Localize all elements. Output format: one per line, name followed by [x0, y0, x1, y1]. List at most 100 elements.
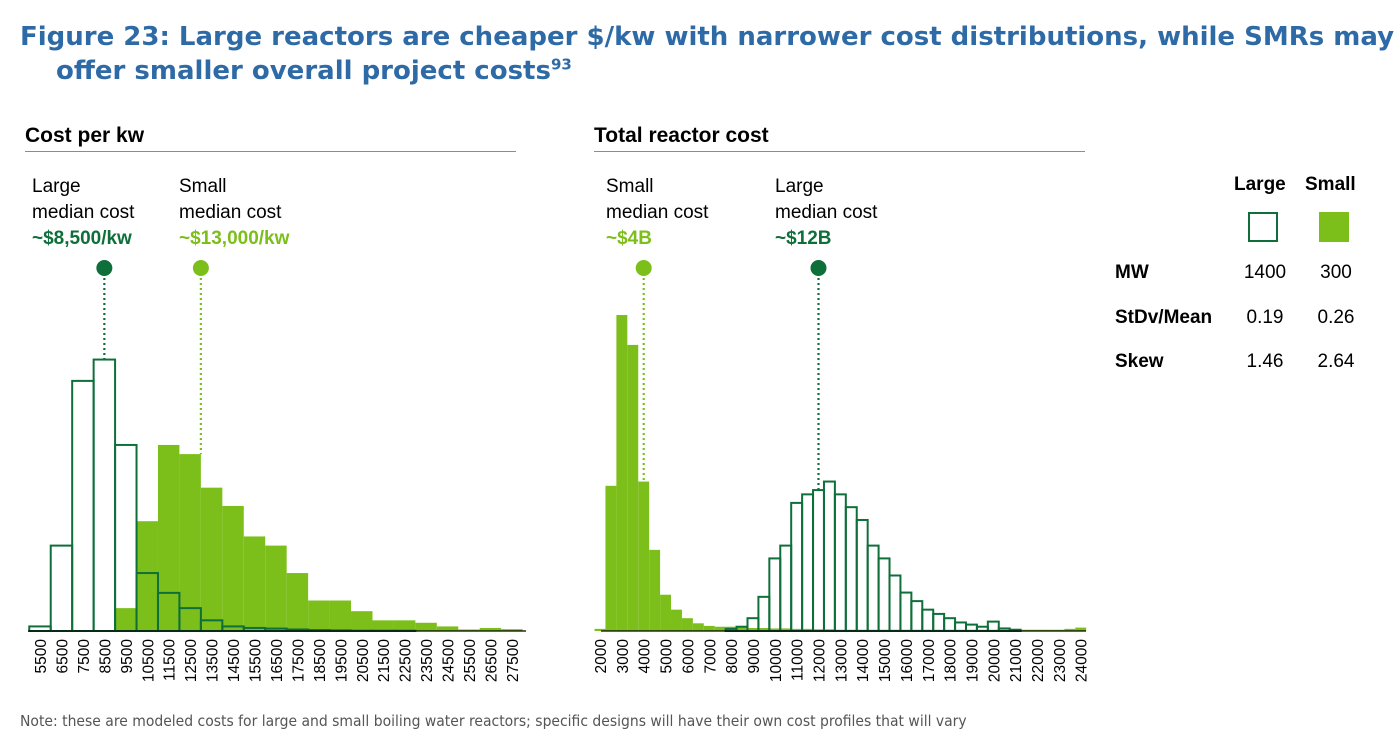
panel-rule-right — [594, 151, 1085, 152]
x-tick-label-3000: 3000 — [615, 639, 632, 674]
annotation-line2: median cost — [606, 202, 709, 223]
bar-small-24500 — [436, 626, 459, 631]
median-dot-small — [192, 260, 209, 276]
figure-title-text: Figure 23: Large reactors are cheaper $/… — [20, 22, 1395, 86]
legend-stdv-large: 0.19 — [1246, 307, 1284, 328]
bar-small-21500 — [1020, 629, 1032, 631]
figure-title-footnote-ref: 93 — [550, 55, 572, 74]
bar-large-19000 — [964, 623, 978, 632]
bar-small-25500 — [458, 629, 480, 631]
bar-small-18500 — [308, 600, 330, 631]
legend-row-label-skew: Skew — [1115, 351, 1164, 372]
bar-large-17500 — [932, 612, 946, 632]
bar-small-5500 — [671, 609, 682, 631]
x-tick-label-26500: 26500 — [483, 639, 500, 682]
annotation-line2: median cost — [32, 202, 135, 223]
bar-large-11000 — [790, 501, 804, 632]
legend-header-small: Small — [1305, 174, 1356, 195]
bar-small-13500 — [200, 487, 223, 631]
x-tick-label-11500: 11500 — [162, 639, 179, 681]
x-tick-label-10000: 10000 — [768, 639, 785, 682]
annotation-line1: Small — [179, 176, 227, 197]
bar-large-12000 — [812, 489, 825, 632]
x-tick-label-23000: 23000 — [1052, 639, 1069, 682]
median-dot-large — [810, 260, 827, 276]
bar-large-18000 — [943, 617, 957, 633]
annotation-line2: median cost — [179, 202, 282, 223]
bar-small-23500 — [1064, 628, 1076, 631]
annotation-value: ~$12B — [775, 228, 832, 249]
x-tick-label-13000: 13000 — [833, 639, 850, 682]
bar-large-15000 — [877, 557, 891, 632]
bar-small-23500 — [415, 622, 437, 631]
x-tick-label-8000: 8000 — [724, 639, 741, 674]
x-tick-label-21500: 21500 — [376, 639, 393, 682]
x-tick-label-9000: 9000 — [746, 639, 763, 674]
bar-large-20000 — [986, 620, 1000, 632]
legend-skew-large: 1.46 — [1246, 351, 1284, 372]
bar-large-14500 — [866, 544, 880, 632]
x-tick-label-6500: 6500 — [54, 639, 71, 674]
bar-small-19500 — [329, 600, 352, 631]
bar-small-7000 — [703, 625, 715, 631]
bar-small-10500 — [136, 521, 158, 631]
x-tick-label-25500: 25500 — [462, 639, 479, 682]
bar-small-21500 — [372, 620, 394, 631]
bar-large-18500 — [954, 621, 967, 633]
bar-small-4000 — [638, 481, 650, 631]
bar-small-7500 — [714, 626, 726, 631]
x-tick-label-11000: 11000 — [790, 639, 807, 681]
bar-small-8500 — [736, 627, 748, 631]
legend-header-large: Large — [1234, 174, 1286, 195]
bar-large-17000 — [921, 608, 935, 633]
bar-large-19500 — [975, 625, 989, 632]
bar-small-15500 — [243, 536, 266, 631]
x-tick-label-22000: 22000 — [1030, 639, 1047, 682]
x-tick-label-8500: 8500 — [97, 639, 114, 674]
figure-title: Figure 23: Large reactors are cheaper $/… — [20, 20, 1396, 88]
bar-small-10500 — [780, 628, 792, 631]
x-tick-label-20500: 20500 — [355, 639, 372, 682]
panel-title-cost-per-kw: Cost per kw — [25, 124, 145, 147]
panel-title-total-reactor-cost: Total reactor cost — [594, 124, 769, 147]
bar-large-13500 — [844, 506, 858, 633]
bar-large-11500 — [801, 493, 815, 632]
x-tick-label-12500: 12500 — [183, 639, 200, 682]
legend-stdv-small: 0.26 — [1317, 307, 1355, 328]
bar-small-3000 — [616, 315, 628, 631]
bar-small-11000 — [791, 628, 803, 631]
median-dot-small — [635, 260, 652, 276]
bar-large-10000 — [768, 557, 782, 632]
bar-large-9500 — [757, 595, 771, 633]
x-tick-label-9500: 9500 — [119, 639, 136, 674]
bar-small-17500 — [286, 573, 309, 631]
x-tick-label-14000: 14000 — [855, 639, 872, 682]
bar-large-15500 — [888, 574, 902, 632]
bar-small-11500 — [802, 628, 814, 631]
panel-rule-left — [25, 151, 516, 152]
annotation-small-median-kw: Small median cost ~$13,000/kw — [179, 174, 289, 252]
bar-small-4500 — [649, 549, 661, 631]
bar-small-6500 — [692, 623, 704, 631]
bar-large-16500 — [910, 600, 924, 632]
legend-mw-large: 1400 — [1243, 262, 1287, 283]
bar-large-13000 — [833, 493, 847, 632]
x-tick-label-16000: 16000 — [899, 639, 916, 682]
bar-small-27500 — [501, 629, 523, 631]
x-tick-label-19500: 19500 — [333, 639, 350, 682]
annotation-value: ~$4B — [606, 228, 652, 249]
x-tick-label-15500: 15500 — [248, 639, 265, 682]
x-tick-label-16500: 16500 — [269, 639, 286, 682]
bar-small-23000 — [1053, 629, 1065, 631]
x-tick-label-7500: 7500 — [76, 639, 93, 674]
x-tick-label-6000: 6000 — [680, 639, 697, 674]
x-tick-label-19000: 19000 — [964, 639, 981, 682]
bar-small-22500 — [1042, 629, 1054, 631]
x-tick-label-20000: 20000 — [986, 639, 1003, 682]
annotation-line1: Small — [606, 176, 654, 197]
x-tick-label-10500: 10500 — [140, 639, 157, 682]
annotation-line1: Large — [775, 176, 824, 197]
x-tick-label-13500: 13500 — [205, 639, 222, 682]
annotation-large-median-total: Large median cost ~$12B — [775, 174, 877, 252]
x-tick-label-22500: 22500 — [398, 639, 415, 682]
